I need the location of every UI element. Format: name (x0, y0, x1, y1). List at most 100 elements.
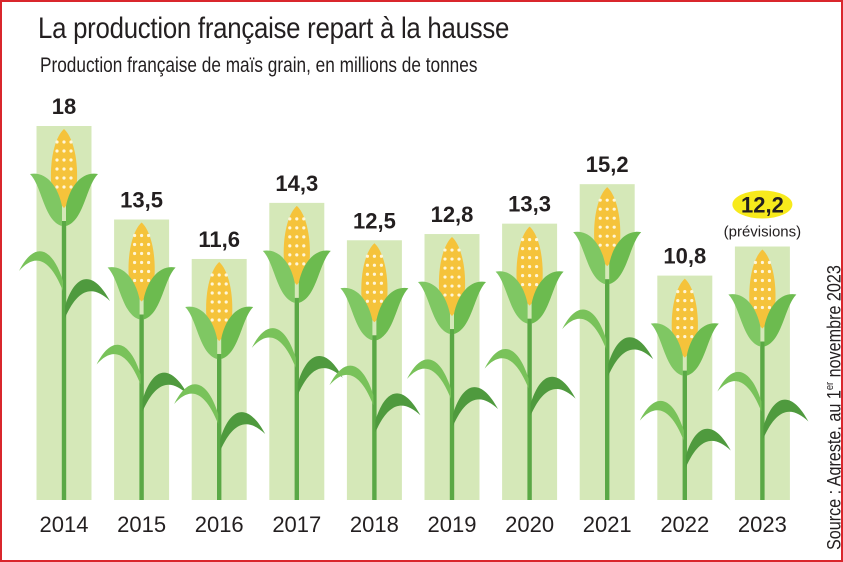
corn-kernel (598, 216, 602, 220)
corn-leaf-left (717, 371, 762, 412)
corn-kernel (528, 256, 532, 260)
corn-kernel (372, 299, 376, 303)
corn-kernel (760, 305, 765, 310)
source-sup: er (824, 381, 836, 391)
corn-kernel (598, 207, 602, 211)
corn-kernel (457, 293, 461, 297)
corn-kernel (457, 284, 461, 288)
corn-kernel (302, 226, 306, 230)
corn-kernel (372, 290, 376, 294)
corn-kernel (450, 266, 454, 270)
corn-kernel (457, 248, 461, 252)
corn-kernel (690, 290, 694, 294)
corn-kernel (379, 272, 383, 276)
corn-kernel (372, 281, 376, 285)
data-label-2019: 12,8 (431, 202, 474, 227)
corn-husk-right (298, 250, 331, 303)
corn-kernel (302, 235, 306, 239)
corn-leaf-left (19, 251, 63, 291)
corn-kernel (55, 167, 59, 171)
corn-kernel (753, 296, 758, 301)
corn-kernel (753, 269, 758, 274)
corn-kernel (133, 260, 137, 265)
corn-kernel (224, 300, 228, 304)
corn-kernel (683, 317, 687, 321)
corn-kernel (450, 275, 454, 279)
corn-leaf-right (142, 372, 188, 412)
data-label-2017: 14,3 (275, 171, 318, 196)
corn-kernel (521, 247, 525, 251)
corn-kernel (302, 244, 306, 248)
corn-kernel (210, 300, 214, 304)
corn-kernel (224, 291, 228, 295)
corn-kernel (365, 254, 369, 258)
x-tick-label-2014: 2014 (40, 512, 89, 537)
corn-kernel (147, 242, 151, 247)
corn-husk-right (221, 306, 254, 359)
corn-kernel (753, 278, 758, 283)
corn-kernel (217, 273, 221, 277)
corn-kernel (683, 326, 687, 330)
highlight-ellipse (732, 190, 793, 219)
corn-kernel (295, 253, 299, 257)
corn-kernel (379, 263, 383, 267)
corn-kernel (676, 308, 680, 312)
corn-kernel (133, 242, 137, 247)
data-label-2021: 15,2 (586, 152, 629, 177)
corn-kernel (605, 198, 609, 202)
corn-kernel (753, 287, 758, 292)
corn-kernel (605, 243, 609, 247)
corn-kernel (69, 140, 73, 144)
corn-kernel (612, 234, 616, 238)
corn-kernel (295, 235, 299, 239)
corn-stalk (682, 370, 687, 500)
corn-kernel (217, 291, 221, 295)
corn-kernel (598, 225, 602, 229)
forecast-note: (prévisions) (724, 224, 802, 241)
corn-kernel (760, 278, 765, 283)
corn-kernel (288, 253, 292, 257)
corn-husk-left (340, 287, 373, 341)
x-tick-label-2015: 2015 (117, 512, 166, 537)
corn-kernel (302, 262, 306, 266)
corn-kernel (767, 296, 772, 301)
corn-kernel (443, 257, 447, 261)
corn-kernel (612, 198, 616, 202)
corn-kernel (133, 269, 137, 274)
corn-kernel (224, 273, 228, 277)
corn-kernel (224, 318, 228, 322)
corn-leaf-right (608, 337, 654, 377)
corn-kernel (450, 284, 454, 288)
corn-kernel (147, 269, 151, 274)
corn-kernel (760, 260, 765, 265)
corn-kernel (521, 274, 525, 278)
corn-kernel (210, 291, 214, 295)
corn-husk-right (376, 287, 409, 341)
corn-kernel (365, 263, 369, 267)
corn-kernel (760, 269, 765, 274)
x-tick-label-2019: 2019 (428, 512, 477, 537)
corn-kernel (690, 308, 694, 312)
corn-leaf-left (562, 309, 607, 350)
x-tick-label-2022: 2022 (660, 512, 709, 537)
corn-kernel (210, 318, 214, 322)
corn-kernel (528, 274, 532, 278)
corn-kernel (365, 290, 369, 294)
corn-kernel (457, 257, 461, 261)
corn-husk-right (686, 323, 719, 376)
data-label-2023: 12,2 (741, 193, 784, 218)
corn-kernel (690, 299, 694, 303)
corn-kernel (140, 269, 144, 274)
x-tick-label-2020: 2020 (505, 512, 554, 537)
corn-kernel (598, 234, 602, 238)
corn-kernel (443, 293, 447, 297)
corn-kernel (690, 335, 694, 339)
corn-kernel (683, 290, 687, 294)
corn-kernel (62, 158, 66, 162)
corn-kernel (535, 283, 539, 287)
corn-stalk (294, 297, 299, 500)
corn-kernel (62, 176, 66, 180)
corn-husk-right (609, 231, 642, 285)
corn-kernel (760, 296, 765, 301)
